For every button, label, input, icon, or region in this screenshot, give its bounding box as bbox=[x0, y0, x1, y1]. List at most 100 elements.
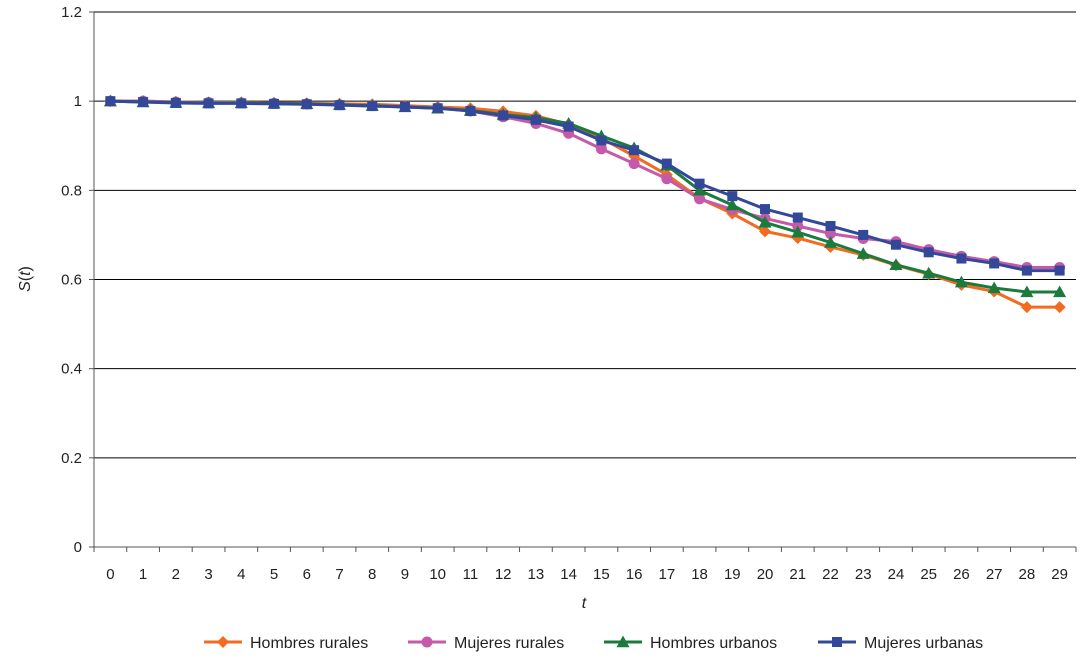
x-tick-label: 12 bbox=[495, 566, 512, 583]
series-hombres-rurales bbox=[104, 95, 1066, 314]
data-point-mujeres-urbanas bbox=[367, 101, 378, 112]
legend-swatch-marker bbox=[616, 635, 630, 648]
data-point-mujeres-urbanas bbox=[858, 229, 869, 240]
x-tick-label: 2 bbox=[172, 566, 180, 583]
data-point-mujeres-urbanas bbox=[465, 105, 476, 116]
data-point-hombres-rurales bbox=[759, 225, 772, 238]
data-point-hombres-rurales bbox=[1020, 301, 1033, 314]
data-point-mujeres-urbanas bbox=[334, 100, 345, 111]
y-axis-title-close: ) bbox=[17, 266, 34, 271]
legend-item-mujeres-rurales: Mujeres rurales bbox=[408, 635, 564, 652]
x-tick-label: 5 bbox=[270, 566, 278, 583]
legend-item-hombres-rurales: Hombres rurales bbox=[204, 635, 368, 652]
x-tick-label: 15 bbox=[593, 566, 610, 583]
data-point-mujeres-rurales bbox=[661, 173, 673, 185]
x-tick-label: 20 bbox=[757, 566, 774, 583]
x-tick-label: 1 bbox=[139, 566, 147, 583]
data-point-mujeres-urbanas bbox=[629, 145, 640, 156]
axes bbox=[89, 11, 1077, 552]
x-tick-label: 25 bbox=[920, 566, 937, 583]
data-point-hombres-urbanos bbox=[725, 198, 739, 211]
x-tick-label: 28 bbox=[1019, 566, 1036, 583]
x-tick-label: 23 bbox=[855, 566, 872, 583]
data-point-mujeres-urbanas bbox=[530, 114, 541, 125]
x-tick-label: 13 bbox=[528, 566, 545, 583]
data-point-mujeres-urbanas bbox=[301, 99, 312, 110]
y-axis-title-var: t bbox=[17, 271, 34, 276]
data-point-mujeres-urbanas bbox=[498, 110, 509, 121]
data-point-mujeres-urbanas bbox=[1021, 265, 1032, 276]
y-tick-label: 1 bbox=[74, 93, 82, 110]
data-point-hombres-urbanos bbox=[758, 215, 772, 228]
x-tick-label: 22 bbox=[822, 566, 839, 583]
data-point-mujeres-urbanas bbox=[760, 204, 771, 215]
data-point-mujeres-urbanas bbox=[727, 191, 738, 202]
data-point-mujeres-rurales bbox=[694, 193, 706, 205]
legend-swatch-marker bbox=[421, 636, 433, 648]
y-tick-label: 1.2 bbox=[61, 4, 82, 21]
x-tick-label: 7 bbox=[335, 566, 343, 583]
data-point-hombres-urbanos bbox=[954, 275, 968, 288]
y-tick-labels: 0 0.2 0.4 0.6 0.8 1 1.2 bbox=[61, 4, 82, 556]
x-tick-label: 18 bbox=[691, 566, 708, 583]
x-tick-label: 19 bbox=[724, 566, 741, 583]
data-point-hombres-urbanos bbox=[856, 247, 870, 259]
x-tick-label: 24 bbox=[888, 566, 905, 583]
x-tick-label: 4 bbox=[237, 566, 245, 583]
data-point-mujeres-urbanas bbox=[596, 135, 607, 146]
x-tick-label: 27 bbox=[986, 566, 1003, 583]
data-point-hombres-urbanos bbox=[824, 235, 837, 248]
series-layer bbox=[103, 94, 1067, 314]
legend-label: Mujeres rurales bbox=[454, 635, 564, 652]
data-point-mujeres-urbanas bbox=[236, 98, 247, 109]
y-axis-title-open: ( bbox=[17, 275, 34, 281]
x-tick-label: 11 bbox=[463, 566, 479, 583]
y-tick-label: 0.6 bbox=[61, 272, 82, 289]
data-point-mujeres-urbanas bbox=[825, 221, 836, 231]
data-point-hombres-urbanos bbox=[889, 258, 903, 270]
series-mujeres-urbanas bbox=[105, 96, 1065, 276]
data-point-mujeres-urbanas bbox=[269, 98, 280, 109]
y-tick-label: 0.2 bbox=[61, 450, 82, 467]
legend-swatch-marker bbox=[832, 637, 842, 647]
y-tick-label: 0.4 bbox=[61, 361, 82, 378]
data-point-hombres-urbanos bbox=[922, 266, 936, 279]
x-tick-label: 6 bbox=[303, 566, 311, 583]
data-point-mujeres-urbanas bbox=[563, 121, 574, 132]
data-point-hombres-urbanos bbox=[1020, 285, 1034, 298]
x-tick-label: 0 bbox=[106, 566, 114, 583]
series-hombres-urbanos bbox=[103, 94, 1067, 298]
data-point-hombres-urbanos bbox=[791, 225, 805, 238]
legend-item-hombres-urbanos: Hombres urbanos bbox=[604, 635, 777, 652]
data-point-mujeres-rurales bbox=[595, 143, 607, 155]
data-point-mujeres-urbanas bbox=[1054, 265, 1065, 276]
series-line-mujeres-urbanas bbox=[110, 99, 1060, 273]
grid-lines bbox=[94, 11, 1076, 459]
series-mujeres-rurales bbox=[104, 95, 1066, 273]
y-tick-label: 0.8 bbox=[61, 182, 82, 199]
data-point-mujeres-urbanas bbox=[694, 178, 705, 189]
legend: Hombres rurales Mujeres rurales Hombres ur… bbox=[204, 635, 983, 652]
y-axis-title-symbol: S bbox=[17, 281, 34, 292]
x-tick-label: 10 bbox=[429, 566, 446, 583]
x-tick-label: 9 bbox=[401, 566, 409, 583]
y-tick-label: 0 bbox=[74, 539, 82, 556]
x-tick-label: 17 bbox=[658, 566, 675, 583]
legend-label: Hombres rurales bbox=[250, 635, 368, 652]
data-point-mujeres-urbanas bbox=[890, 239, 901, 250]
data-point-hombres-urbanos bbox=[987, 281, 1001, 294]
legend-item-mujeres-urbanas: Mujeres urbanas bbox=[818, 635, 983, 652]
x-tick-labels: 0 1 2 3 4 5 6 7 8 9 10 11 12 13 14 15 16 17 18 19 20 21 22 23 24… bbox=[106, 566, 1068, 583]
y-axis-title: S(t) bbox=[17, 266, 34, 292]
data-point-mujeres-urbanas bbox=[138, 97, 149, 108]
x-tick-label: 14 bbox=[560, 566, 577, 583]
data-point-hombres-urbanos bbox=[693, 183, 707, 196]
data-point-mujeres-urbanas bbox=[432, 103, 443, 114]
data-point-mujeres-urbanas bbox=[923, 247, 934, 258]
data-point-hombres-urbanos bbox=[1053, 285, 1067, 298]
legend-label: Mujeres urbanas bbox=[864, 635, 983, 652]
x-axis-title: t bbox=[582, 595, 587, 612]
x-tick-label: 21 bbox=[789, 566, 806, 583]
data-point-mujeres-urbanas bbox=[989, 258, 1000, 269]
